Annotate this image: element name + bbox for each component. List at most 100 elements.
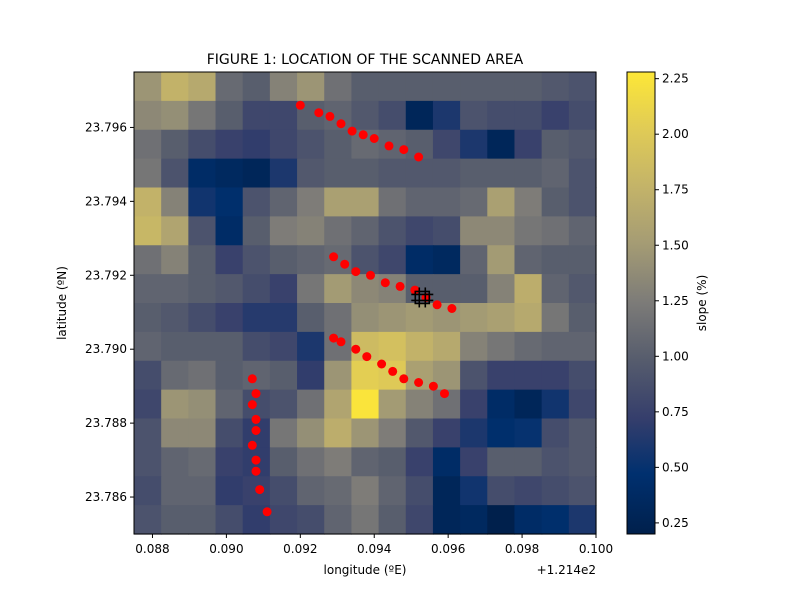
scan-point bbox=[377, 359, 387, 369]
x-tick-label: 0.090 bbox=[209, 542, 243, 556]
heatmap-cell bbox=[324, 303, 353, 333]
heatmap-cell bbox=[378, 158, 407, 189]
scan-point bbox=[447, 304, 457, 313]
heatmap-cell bbox=[541, 158, 570, 189]
heatmap-cell bbox=[324, 216, 353, 246]
heatmap-cell bbox=[514, 418, 543, 448]
heatmap-cell bbox=[188, 216, 217, 246]
heatmap-cell bbox=[405, 505, 434, 535]
heatmap-cell bbox=[297, 447, 325, 477]
plot-frame bbox=[133, 71, 597, 535]
heatmap-cell bbox=[242, 158, 271, 189]
heatmap-cell bbox=[351, 158, 380, 189]
heatmap-cell bbox=[242, 216, 271, 246]
y-axis-label: latitude (ºN) bbox=[55, 266, 69, 340]
heatmap-cell bbox=[324, 245, 353, 275]
heatmap-cell bbox=[134, 216, 162, 246]
heatmap-cell bbox=[324, 158, 353, 189]
x-tick-label: 0.094 bbox=[357, 542, 391, 556]
heatmap-cell bbox=[161, 187, 189, 217]
heatmap-cell bbox=[487, 129, 516, 160]
colorbar-tick-label: 0.75 bbox=[662, 405, 689, 419]
scan-point bbox=[347, 126, 357, 136]
heatmap-cell bbox=[188, 331, 217, 362]
heatmap-cell bbox=[487, 245, 516, 275]
heatmap-cell bbox=[297, 389, 325, 420]
scan-point bbox=[362, 352, 372, 362]
heatmap-cell bbox=[324, 187, 353, 217]
y-tick-label: 23.788 bbox=[85, 416, 127, 430]
heatmap-cell bbox=[188, 447, 217, 477]
heatmap-cell bbox=[188, 274, 217, 304]
heatmap-cell bbox=[269, 303, 298, 333]
scan-point bbox=[336, 119, 346, 129]
heatmap-cell bbox=[215, 100, 244, 131]
heatmap-cell bbox=[134, 158, 162, 189]
heatmap-cell bbox=[351, 274, 380, 304]
colorbar-tick-label: 1.50 bbox=[662, 238, 689, 252]
y-tick-label: 23.790 bbox=[85, 342, 127, 356]
heatmap-cell bbox=[405, 100, 434, 131]
heatmap-cell bbox=[378, 303, 407, 333]
heatmap-cell bbox=[514, 303, 543, 333]
heatmap-cell bbox=[269, 476, 298, 506]
heatmap-cell bbox=[351, 447, 380, 477]
heatmap-cell bbox=[161, 447, 189, 477]
scan-point bbox=[432, 300, 442, 310]
heatmap-cell bbox=[161, 505, 189, 535]
heatmap-cell bbox=[161, 360, 189, 391]
heatmap-cell bbox=[324, 418, 353, 448]
heatmap-cell bbox=[297, 303, 325, 333]
scan-point bbox=[255, 485, 265, 495]
heatmap-cell bbox=[324, 331, 353, 362]
heatmap-cell bbox=[324, 274, 353, 304]
heatmap-cell bbox=[215, 418, 244, 448]
heatmap-cell bbox=[514, 100, 543, 131]
heatmap-cell bbox=[432, 274, 461, 304]
heatmap-cell bbox=[460, 129, 488, 160]
heatmap-cell bbox=[134, 129, 162, 160]
heatmap-cell bbox=[405, 72, 434, 102]
scan-point bbox=[251, 455, 261, 465]
heatmap-cell bbox=[378, 72, 407, 102]
scan-point bbox=[251, 414, 261, 424]
y-tick-label: 23.792 bbox=[85, 268, 127, 282]
heatmap-cell bbox=[351, 216, 380, 246]
heatmap-cell bbox=[541, 303, 570, 333]
heatmap-cell bbox=[215, 360, 244, 391]
heatmap-cell bbox=[432, 216, 461, 246]
heatmap-cell bbox=[188, 418, 217, 448]
heatmap-cell bbox=[514, 129, 543, 160]
heatmap-cell bbox=[541, 389, 570, 420]
heatmap-cell bbox=[188, 389, 217, 420]
heatmap-cell bbox=[134, 447, 162, 477]
heatmap-cell bbox=[269, 418, 298, 448]
heatmap-cell bbox=[215, 331, 244, 362]
heatmap-cell bbox=[351, 303, 380, 333]
heatmap-cell bbox=[378, 389, 407, 420]
heatmap-cell bbox=[514, 476, 543, 506]
heatmap-cell bbox=[568, 245, 597, 275]
heatmap-cell bbox=[487, 72, 516, 102]
heatmap-cell bbox=[541, 476, 570, 506]
heatmap-cell bbox=[297, 360, 325, 391]
heatmap-cell bbox=[487, 187, 516, 217]
scan-point bbox=[251, 466, 261, 476]
scan-point bbox=[399, 374, 409, 384]
heatmap-cell bbox=[161, 389, 189, 420]
scan-point bbox=[351, 267, 361, 277]
heatmap-cell bbox=[432, 245, 461, 275]
heatmap-cell bbox=[405, 447, 434, 477]
heatmap-cell bbox=[161, 303, 189, 333]
heatmap-cell bbox=[134, 274, 162, 304]
scan-point bbox=[251, 389, 261, 399]
heatmap-cell bbox=[269, 216, 298, 246]
heatmap-cell bbox=[134, 72, 162, 102]
heatmap-cell bbox=[568, 158, 597, 189]
heatmap-cell bbox=[541, 187, 570, 217]
heatmap-cell bbox=[432, 447, 461, 477]
heatmap-cell bbox=[134, 505, 162, 535]
colorbar bbox=[626, 71, 656, 535]
heatmap-cell bbox=[378, 245, 407, 275]
heatmap-cell bbox=[297, 72, 325, 102]
